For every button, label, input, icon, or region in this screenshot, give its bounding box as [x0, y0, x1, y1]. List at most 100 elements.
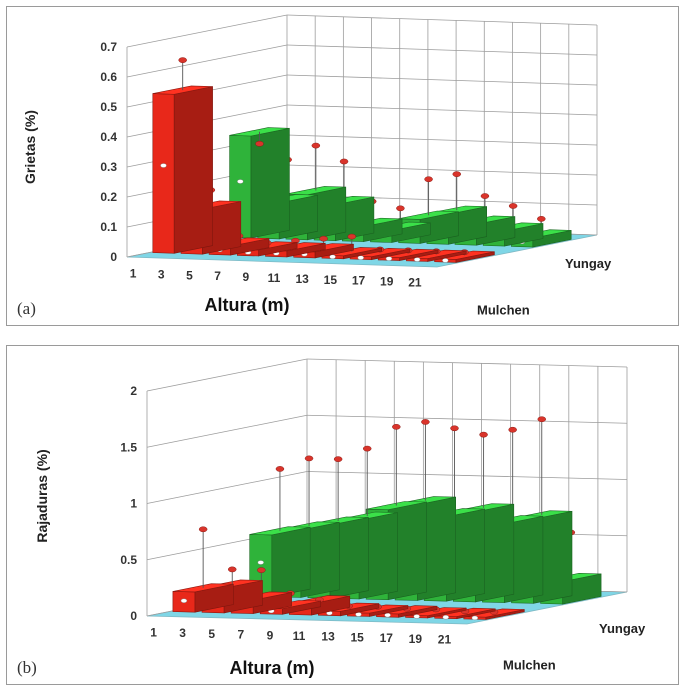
gridline-back [306, 471, 628, 480]
mean-marker [180, 598, 188, 603]
x-tick-label: 11 [268, 271, 281, 285]
depth-label-yungay: Yungay [565, 256, 612, 271]
y-tick-label: 1 [130, 497, 137, 511]
y-axis-title: Rajaduras (%) [34, 449, 50, 542]
x-tick-label: 1 [130, 266, 137, 280]
error-cap [255, 140, 264, 147]
bar-yungay [229, 127, 290, 239]
x-axis-title: Altura (m) [205, 295, 290, 315]
error-cap [392, 423, 401, 430]
gridline-side [146, 358, 308, 392]
gridline-side [126, 44, 288, 78]
series-yungay [249, 416, 602, 605]
mean-marker [160, 163, 167, 168]
bar-front-face [152, 93, 175, 254]
error-cap [339, 158, 349, 165]
mean-marker [329, 254, 336, 259]
x-tick-label: 19 [380, 275, 394, 289]
depth-label-mulchen: Mulchen [477, 303, 530, 318]
y-tick-label: 0.5 [120, 553, 137, 567]
x-tick-label: 13 [321, 630, 335, 644]
bar-side-face [271, 526, 311, 598]
x-tick-label: 17 [380, 631, 394, 645]
gridline-back [306, 358, 628, 368]
mean-marker [471, 615, 479, 621]
gridline-side [126, 14, 288, 48]
mean-marker [385, 256, 393, 261]
series-mulchen [152, 57, 495, 263]
gridline-side [146, 471, 308, 504]
error-cap [537, 216, 546, 222]
gridline-back [286, 164, 598, 176]
x-tick-label: 3 [158, 267, 165, 281]
mean-marker [442, 258, 449, 263]
y-tick-label: 0 [130, 609, 137, 623]
bar-mulchen [463, 608, 525, 621]
mean-marker [413, 614, 420, 619]
error-cap [480, 193, 490, 199]
x-tick-label: 13 [296, 272, 310, 286]
bar-side-face [173, 86, 213, 254]
error-cap [311, 142, 321, 149]
error-cap [421, 419, 430, 425]
error-cap [362, 445, 372, 452]
y-tick-label: 0.7 [100, 40, 117, 54]
error-cap [198, 526, 208, 533]
depth-label-yungay: Yungay [599, 621, 646, 636]
gridline-side [146, 414, 308, 448]
mean-marker [257, 560, 264, 565]
y-tick-label: 1.5 [120, 440, 137, 454]
error-cap [452, 171, 462, 177]
x-tick-label: 17 [352, 274, 366, 288]
gridline-back [286, 104, 598, 116]
error-cap [508, 203, 518, 209]
x-tick-label: 19 [409, 632, 423, 646]
error-cap [396, 205, 405, 212]
bar-top-face [172, 583, 234, 593]
mean-marker [413, 257, 421, 262]
panel-label-b: (b) [17, 658, 37, 677]
chart-panel-b: 0 0.5 1 1.5 2 Rajaduras (%) 1 3 5 7 9 11 13 15 17 19 21 M… [6, 345, 679, 685]
y-tick-label: 0.5 [100, 100, 117, 114]
y-tick-label: 0.6 [100, 70, 117, 84]
mean-marker [442, 614, 449, 620]
x-axis-title: Altura (m) [230, 658, 315, 678]
x-tick-label: 15 [324, 273, 338, 287]
mean-marker [237, 179, 244, 184]
gridline-back [286, 134, 598, 146]
x-tick-label: 5 [186, 268, 193, 282]
bar-yungay [249, 466, 311, 598]
error-cap [227, 566, 237, 573]
gridline-back [286, 44, 598, 56]
error-cap [479, 431, 488, 438]
error-cap [347, 233, 357, 240]
y-axis-title: Grietas (%) [22, 110, 38, 184]
series-mulchen [172, 526, 525, 621]
bar-top-face [366, 501, 427, 511]
x-tick-label: 3 [179, 626, 186, 640]
bar-mulchen [152, 57, 213, 254]
mean-marker [357, 255, 364, 260]
gridline-back [286, 74, 598, 86]
gridline-back [286, 14, 598, 26]
error-cap [178, 57, 187, 63]
x-tick-label: 9 [267, 628, 274, 642]
x-tick-label: 9 [242, 270, 249, 284]
mean-marker [355, 612, 362, 617]
y-tick-label: 0.3 [100, 160, 117, 174]
x-tick-label: 21 [408, 276, 422, 290]
error-cap [424, 176, 433, 183]
error-cap [257, 567, 266, 573]
error-cap [319, 235, 328, 242]
series-yungay [229, 127, 572, 248]
y-tick-label: 0 [110, 250, 117, 264]
bar-mulchen [172, 526, 234, 613]
x-tick-label: 7 [237, 628, 244, 642]
y-tick-label: 0.2 [100, 190, 117, 204]
error-cap [304, 455, 314, 462]
x-tick-label: 1 [150, 625, 157, 639]
y-tick-label: 0.1 [100, 220, 117, 234]
error-cap [508, 426, 517, 433]
